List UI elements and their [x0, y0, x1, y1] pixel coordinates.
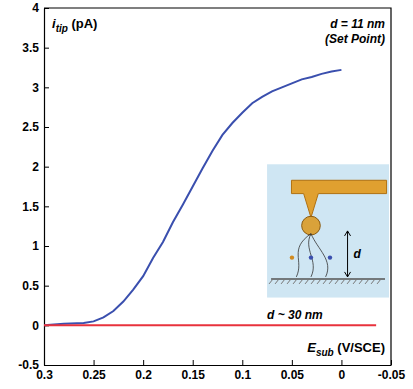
tick: 0: [339, 360, 346, 382]
hatch: [353, 279, 357, 284]
hatch: [305, 279, 309, 284]
hatch: [317, 279, 321, 284]
redox-label: [290, 255, 294, 259]
tick: 2: [32, 160, 49, 174]
gap-arrow: [347, 231, 348, 277]
tick-label: -0.05: [378, 368, 406, 382]
tick-mark: [143, 360, 144, 365]
tick-mark: [44, 167, 49, 168]
tick-label: 2.5: [22, 120, 39, 134]
tick-label: 0: [32, 319, 39, 333]
tick-label: 0.2: [135, 368, 152, 382]
chart: 0.30.250.20.150.10.050-0.05-0.500.511.52…: [0, 0, 413, 389]
frame: [44, 8, 391, 365]
tick: 0.25: [82, 360, 106, 382]
axis-title: Esub (V/SCE): [307, 340, 385, 358]
hatch: [335, 279, 339, 284]
tick-label: 1: [32, 239, 39, 253]
tick-mark: [44, 87, 49, 88]
bead: [302, 216, 321, 235]
tick-mark: [193, 360, 194, 365]
lines: [44, 70, 376, 325]
tick-mark: [292, 360, 293, 365]
tick: 0.15: [182, 360, 206, 382]
tick-mark: [44, 286, 49, 287]
hatch: [293, 279, 297, 284]
tick: 0.5: [22, 279, 49, 293]
series-label: d ~ 30 nm: [267, 308, 323, 322]
tick: 0.1: [234, 360, 251, 382]
hatch: [287, 279, 291, 284]
tick: 1.5: [22, 200, 49, 214]
tick-mark: [94, 360, 95, 365]
tick-label: -0.5: [18, 358, 39, 372]
series-label: d = 11 nm: [330, 17, 385, 31]
series-line: [44, 70, 341, 325]
tick-mark: [44, 206, 49, 207]
tick-label: 1.5: [22, 200, 39, 214]
axis-line: [44, 9, 45, 366]
hatch: [329, 279, 333, 284]
tick-mark: [44, 48, 49, 49]
tick-label: 2: [32, 160, 39, 174]
hatch: [281, 279, 285, 284]
hatch: [275, 279, 279, 284]
tick-label: 0.05: [281, 368, 305, 382]
annotation: (Set Point): [325, 32, 385, 46]
hatch: [359, 279, 363, 284]
tick-mark: [44, 8, 49, 9]
hatch: [299, 279, 303, 284]
hatch: [377, 279, 381, 284]
tick-mark: [242, 360, 243, 365]
tick: 4: [32, 1, 49, 15]
inset-bg: [267, 164, 389, 297]
axis-line: [45, 365, 392, 366]
tick: -0.05: [378, 360, 406, 382]
plot: 0.30.250.20.150.10.050-0.05-0.500.511.52…: [18, 1, 405, 381]
hatch: [323, 279, 327, 284]
hatch: [371, 279, 375, 284]
tick-mark: [44, 127, 49, 128]
tick-label: 0.5: [22, 279, 39, 293]
tick: 3.5: [22, 41, 49, 55]
molecule: [311, 234, 328, 277]
tick-mark: [44, 365, 49, 366]
tick-label: 0.1: [234, 368, 251, 382]
x-axis: 0.30.250.20.150.10.050-0.05: [36, 360, 405, 382]
tick: 0.05: [281, 360, 305, 382]
axis-title: itip (pA): [52, 16, 97, 34]
tick-label: 0.25: [82, 368, 106, 382]
tick-mark: [341, 360, 342, 365]
y-axis: -0.5 0 0.5 1 1.5 2 2.5 3 3.5 4: [18, 1, 49, 372]
tick-label: 3.5: [22, 41, 39, 55]
tick-label: 0.15: [182, 368, 206, 382]
gap-arrow-head: [345, 231, 351, 277]
hatch: [365, 279, 369, 284]
tick-label: 4: [32, 1, 39, 15]
tick: 2.5: [22, 120, 49, 134]
inset: d: [267, 164, 389, 297]
redox-label: [328, 255, 332, 259]
substrate: [271, 278, 385, 280]
cantilever: [291, 180, 386, 217]
hatch: [341, 279, 345, 284]
hatch: [311, 279, 315, 284]
tick: -0.5: [18, 358, 49, 372]
tick: 0.2: [135, 360, 152, 382]
series-line: [44, 324, 376, 326]
molecule: [309, 234, 314, 277]
tick-mark: [391, 360, 392, 365]
inset-label: d: [354, 247, 362, 261]
hatch: [347, 279, 351, 284]
tick: 1: [32, 239, 49, 253]
redox-label: [309, 255, 313, 259]
tick-label: 3: [32, 81, 39, 95]
tick: 3: [32, 81, 49, 95]
hatch: [269, 279, 273, 284]
tick-label: 0: [339, 368, 346, 382]
tick-mark: [44, 246, 49, 247]
